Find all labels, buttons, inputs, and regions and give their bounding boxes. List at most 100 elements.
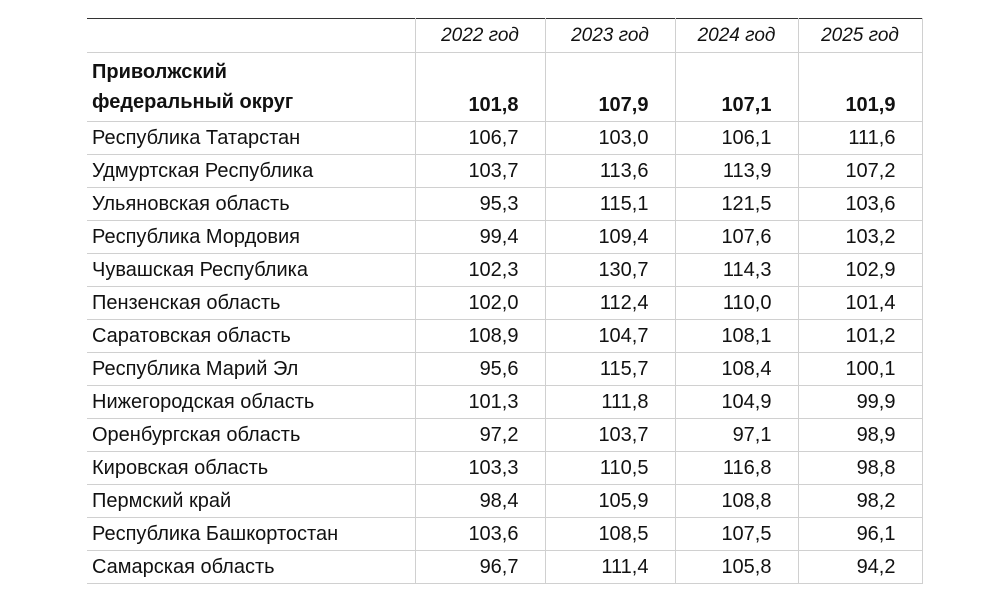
value-cell: 95,6 [415,352,546,386]
row-label: Кировская область [87,451,416,485]
value-cell: 102,3 [415,253,546,287]
data-row: Пермский край 98,4 105,9 108,8 98,2 [87,484,923,518]
value-cell: 108,1 [675,319,799,353]
value-cell: 106,1 [675,121,799,155]
table-body: 2022 год 2023 год 2024 год 2025 год Приволжс… [87,18,923,584]
value-cell: 103,2 [798,220,923,254]
value-cell: 102,0 [415,286,546,320]
value-cell: 107,5 [675,517,799,551]
data-row: Кировская область 103,3 110,5 116,8 98,8 [87,451,923,485]
value-cell: 96,1 [798,517,923,551]
row-label: Чувашская Республика [87,253,416,287]
row-label: Удмуртская Республика [87,154,416,188]
value-cell: 101,9 [798,52,923,122]
value-cell: 109,4 [545,220,676,254]
data-row: Пензенская область 102,0 112,4 110,0 101,4 [87,286,923,320]
value-cell: 111,8 [545,385,676,419]
value-cell: 130,7 [545,253,676,287]
value-cell: 96,7 [415,550,546,584]
value-cell: 107,6 [675,220,799,254]
value-cell: 113,6 [545,154,676,188]
value-cell: 115,1 [545,187,676,221]
value-cell: 100,1 [798,352,923,386]
value-cell: 98,2 [798,484,923,518]
value-cell: 107,2 [798,154,923,188]
data-row: Саратовская область 108,9 104,7 108,1 101,2 [87,319,923,353]
value-cell: 108,9 [415,319,546,353]
value-cell: 103,7 [415,154,546,188]
value-cell: 108,5 [545,517,676,551]
value-cell: 107,9 [545,52,676,122]
row-label: Республика Башкортостан [87,517,416,551]
value-cell: 111,4 [545,550,676,584]
value-cell: 105,8 [675,550,799,584]
value-cell: 103,7 [545,418,676,452]
data-row: Чувашская Республика 102,3 130,7 114,3 102,9 [87,253,923,287]
value-cell: 94,2 [798,550,923,584]
value-cell: 103,6 [415,517,546,551]
value-cell: 101,3 [415,385,546,419]
value-cell: 101,8 [415,52,546,122]
value-cell: 108,8 [675,484,799,518]
value-cell: 107,1 [675,52,799,122]
data-row: Ульяновская область 95,3 115,1 121,5 103,6 [87,187,923,221]
value-cell: 103,3 [415,451,546,485]
value-cell: 98,8 [798,451,923,485]
value-cell: 108,4 [675,352,799,386]
row-label: Оренбургская область [87,418,416,452]
value-cell: 98,4 [415,484,546,518]
data-row: Республика Башкортостан 103,6 108,5 107,5 96… [87,517,923,551]
value-cell: 103,6 [798,187,923,221]
value-cell: 113,9 [675,154,799,188]
row-label: Саратовская область [87,319,416,353]
value-cell: 110,5 [545,451,676,485]
value-cell: 101,2 [798,319,923,353]
row-label: Республика Мордовия [87,220,416,254]
value-cell: 106,7 [415,121,546,155]
row-label: Пермский край [87,484,416,518]
value-cell: 103,0 [545,121,676,155]
total-row: Приволжский федеральный округ 101,8 107,9 10… [87,52,923,122]
value-cell: 97,2 [415,418,546,452]
value-cell: 95,3 [415,187,546,221]
row-label: Приволжский федеральный округ [87,52,416,122]
data-row: Оренбургская область 97,2 103,7 97,1 98,9 [87,418,923,452]
value-cell: 114,3 [675,253,799,287]
row-label: Нижегородская область [87,385,416,419]
column-header: 2023 год [545,18,676,53]
value-cell: 105,9 [545,484,676,518]
value-cell: 115,7 [545,352,676,386]
header-cell [87,18,416,53]
value-cell: 116,8 [675,451,799,485]
value-cell: 98,9 [798,418,923,452]
data-row: Республика Татарстан 106,7 103,0 106,1 111,6 [87,121,923,155]
data-table: 2022 год 2023 год 2024 год 2025 год Приволжс… [87,18,923,584]
value-cell: 101,4 [798,286,923,320]
row-label: Пензенская область [87,286,416,320]
label-line: федеральный округ [92,91,294,113]
data-row: Нижегородская область 101,3 111,8 104,9 99,9 [87,385,923,419]
column-header: 2024 год [675,18,799,53]
value-cell: 121,5 [675,187,799,221]
header-row: 2022 год 2023 год 2024 год 2025 год [87,18,923,53]
column-header: 2022 год [415,18,546,53]
value-cell: 102,9 [798,253,923,287]
value-cell: 99,9 [798,385,923,419]
row-label: Ульяновская область [87,187,416,221]
value-cell: 110,0 [675,286,799,320]
column-header: 2025 год [798,18,923,53]
row-label: Республика Татарстан [87,121,416,155]
data-row: Удмуртская Республика 103,7 113,6 113,9 107,… [87,154,923,188]
data-row: Республика Мордовия 99,4 109,4 107,6 103,2 [87,220,923,254]
label-line: Приволжский [92,61,227,83]
row-label: Самарская область [87,550,416,584]
data-row: Республика Марий Эл 95,6 115,7 108,4 100,1 [87,352,923,386]
value-cell: 99,4 [415,220,546,254]
data-row: Самарская область 96,7 111,4 105,8 94,2 [87,550,923,584]
value-cell: 97,1 [675,418,799,452]
value-cell: 104,9 [675,385,799,419]
value-cell: 112,4 [545,286,676,320]
value-cell: 111,6 [798,121,923,155]
row-label: Республика Марий Эл [87,352,416,386]
